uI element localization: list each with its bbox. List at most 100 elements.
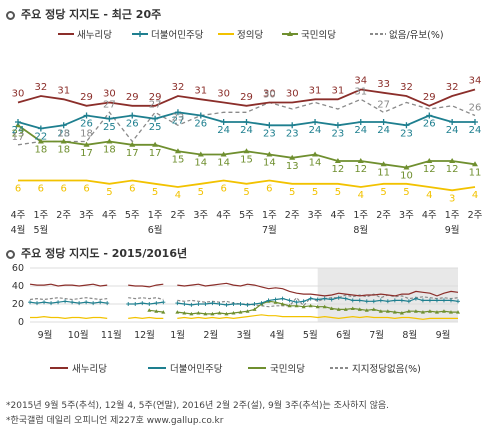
x-month-label: 6월: [148, 224, 163, 236]
data-label-jeongui: 6: [38, 184, 44, 195]
data-label-minju: 24: [309, 125, 322, 136]
footnote-survey: *2015년 9월 5주(추석), 12월 4, 5주(연말), 2016년 2…: [6, 401, 390, 411]
bottom-point-marker-gukmin: [301, 304, 306, 309]
data-label-jeongui: 4: [472, 190, 478, 201]
data-label-jeongui: 3: [449, 193, 455, 204]
data-label-saenuri: 30: [12, 89, 25, 100]
bottom-month-label: 11월: [101, 329, 122, 341]
bottom-point-marker-minju: [175, 301, 180, 306]
point-marker-gukmin: [312, 151, 319, 157]
bottom-point-marker-gukmin: [315, 304, 320, 309]
bottom-point-marker-minju: [266, 298, 271, 303]
bottom-point-marker-gukmin: [308, 303, 313, 308]
point-marker-gukmin: [152, 141, 159, 147]
bottom-point-marker-gukmin: [294, 303, 299, 308]
x-tick-label: 3주: [79, 210, 94, 221]
bottom-point-marker-gukmin: [182, 311, 187, 315]
data-label-none: 27: [377, 99, 390, 110]
bottom-point-marker-minju: [28, 300, 32, 305]
top-chart-title: 주요 정당 지지도 - 최근 20주: [6, 6, 161, 22]
bottom-point-marker-minju: [357, 298, 362, 303]
point-marker-minju: [312, 119, 319, 125]
point-marker-minju: [266, 122, 273, 129]
legend-label-jeongui: 정의당: [237, 30, 263, 41]
bottom-chart: 0 20 40 60 9월 10월 11월 12월 1월 2월 3월 4월 5월 6월 7월 8월 9월새누리당…: [12, 263, 460, 375]
bottom-point-marker-gukmin: [231, 311, 236, 315]
point-marker-minju: [472, 119, 478, 125]
data-label-none: 17: [12, 132, 25, 143]
data-label-jeongui: 6: [61, 184, 67, 195]
point-marker-gukmin: [220, 151, 227, 157]
data-label-minju: 25: [103, 122, 116, 133]
bottom-point-marker-minju: [308, 296, 313, 301]
bottom-month-label: 10월: [68, 329, 89, 341]
data-label-gukmin: 17: [126, 148, 139, 159]
bottom-point-marker-minju: [322, 296, 327, 301]
x-month-label: 8월: [353, 224, 368, 236]
data-label-gukmin: 18: [57, 145, 70, 156]
data-label-minju: 22: [34, 132, 47, 143]
bottom-point-marker-minju: [434, 298, 439, 303]
point-marker-minju: [129, 112, 136, 119]
x-tick-label: 2주: [285, 210, 300, 221]
bottom-point-marker-gukmin: [350, 306, 355, 310]
data-label-gukmin: 18: [103, 145, 116, 156]
bottom-point-marker-gukmin: [210, 311, 215, 316]
data-label-jeongui: 5: [152, 187, 158, 198]
data-label-jeongui: 5: [198, 187, 204, 198]
bottom-point-marker-gukmin: [413, 309, 418, 313]
x-tick-label: 4주: [216, 210, 231, 221]
x-tick-label: 1주: [353, 210, 368, 221]
x-tick-label: 2주: [468, 210, 483, 221]
data-label-jeongui: 5: [312, 187, 318, 198]
bottom-point-marker-gukmin: [371, 307, 376, 311]
bottom-point-marker-minju: [329, 297, 334, 302]
data-label-minju: 23: [263, 128, 276, 139]
bottom-point-marker-minju: [392, 298, 397, 303]
series-line-jeongui: [18, 179, 476, 192]
data-label-gukmin: 15: [240, 154, 253, 165]
point-marker-gukmin: [197, 151, 204, 157]
point-marker-minju: [37, 125, 44, 132]
data-label-jeongui: 6: [266, 184, 272, 195]
data-label-saenuri: 29: [126, 92, 139, 103]
bottom-point-marker-gukmin: [280, 302, 285, 306]
bottom-point-marker-minju: [49, 301, 54, 306]
y-tick-label: 40: [12, 281, 24, 292]
legend-marker-plus-icon: [137, 31, 143, 37]
bottom-point-marker-gukmin: [406, 309, 411, 313]
point-marker-gukmin: [426, 158, 433, 163]
data-label-minju: 24: [240, 125, 253, 136]
bottom-point-marker-minju: [84, 300, 89, 305]
bottom-point-marker-minju: [56, 300, 61, 305]
bottom-legend-label-saenuri: 새누리당: [72, 364, 107, 375]
data-label-none: 18: [57, 129, 70, 140]
legend-marker-triangle-icon: [287, 31, 293, 36]
bottom-point-marker-minju: [456, 299, 460, 304]
bottom-point-marker-minju: [280, 296, 285, 301]
point-marker-gukmin: [83, 141, 90, 147]
x-tick-label: 5주: [125, 210, 140, 221]
bottom-point-marker-gukmin: [434, 310, 439, 314]
bottom-point-marker-gukmin: [322, 304, 327, 309]
point-marker-gukmin: [380, 161, 387, 167]
data-label-none: 26: [469, 103, 482, 114]
bottom-point-marker-gukmin: [364, 308, 369, 312]
bottom-legend-label-gukmin: 국민의당: [270, 364, 305, 375]
bottom-point-marker-gukmin: [175, 310, 180, 314]
data-label-gukmin: 14: [194, 158, 207, 169]
data-label-none: 27: [149, 99, 162, 110]
bottom-point-marker-gukmin: [378, 309, 383, 313]
bottom-point-marker-minju: [126, 302, 131, 306]
data-label-saenuri: 33: [377, 79, 390, 90]
data-label-none: 27: [103, 99, 116, 110]
bottom-point-marker-gukmin: [217, 311, 222, 315]
point-marker-minju: [449, 119, 456, 125]
data-label-saenuri: 29: [149, 92, 162, 103]
point-marker-minju: [334, 122, 341, 129]
bottom-point-marker-minju: [448, 298, 453, 303]
bottom-point-marker-minju: [385, 299, 390, 304]
data-label-minju: 26: [80, 119, 93, 130]
bottom-point-marker-gukmin: [329, 306, 334, 310]
